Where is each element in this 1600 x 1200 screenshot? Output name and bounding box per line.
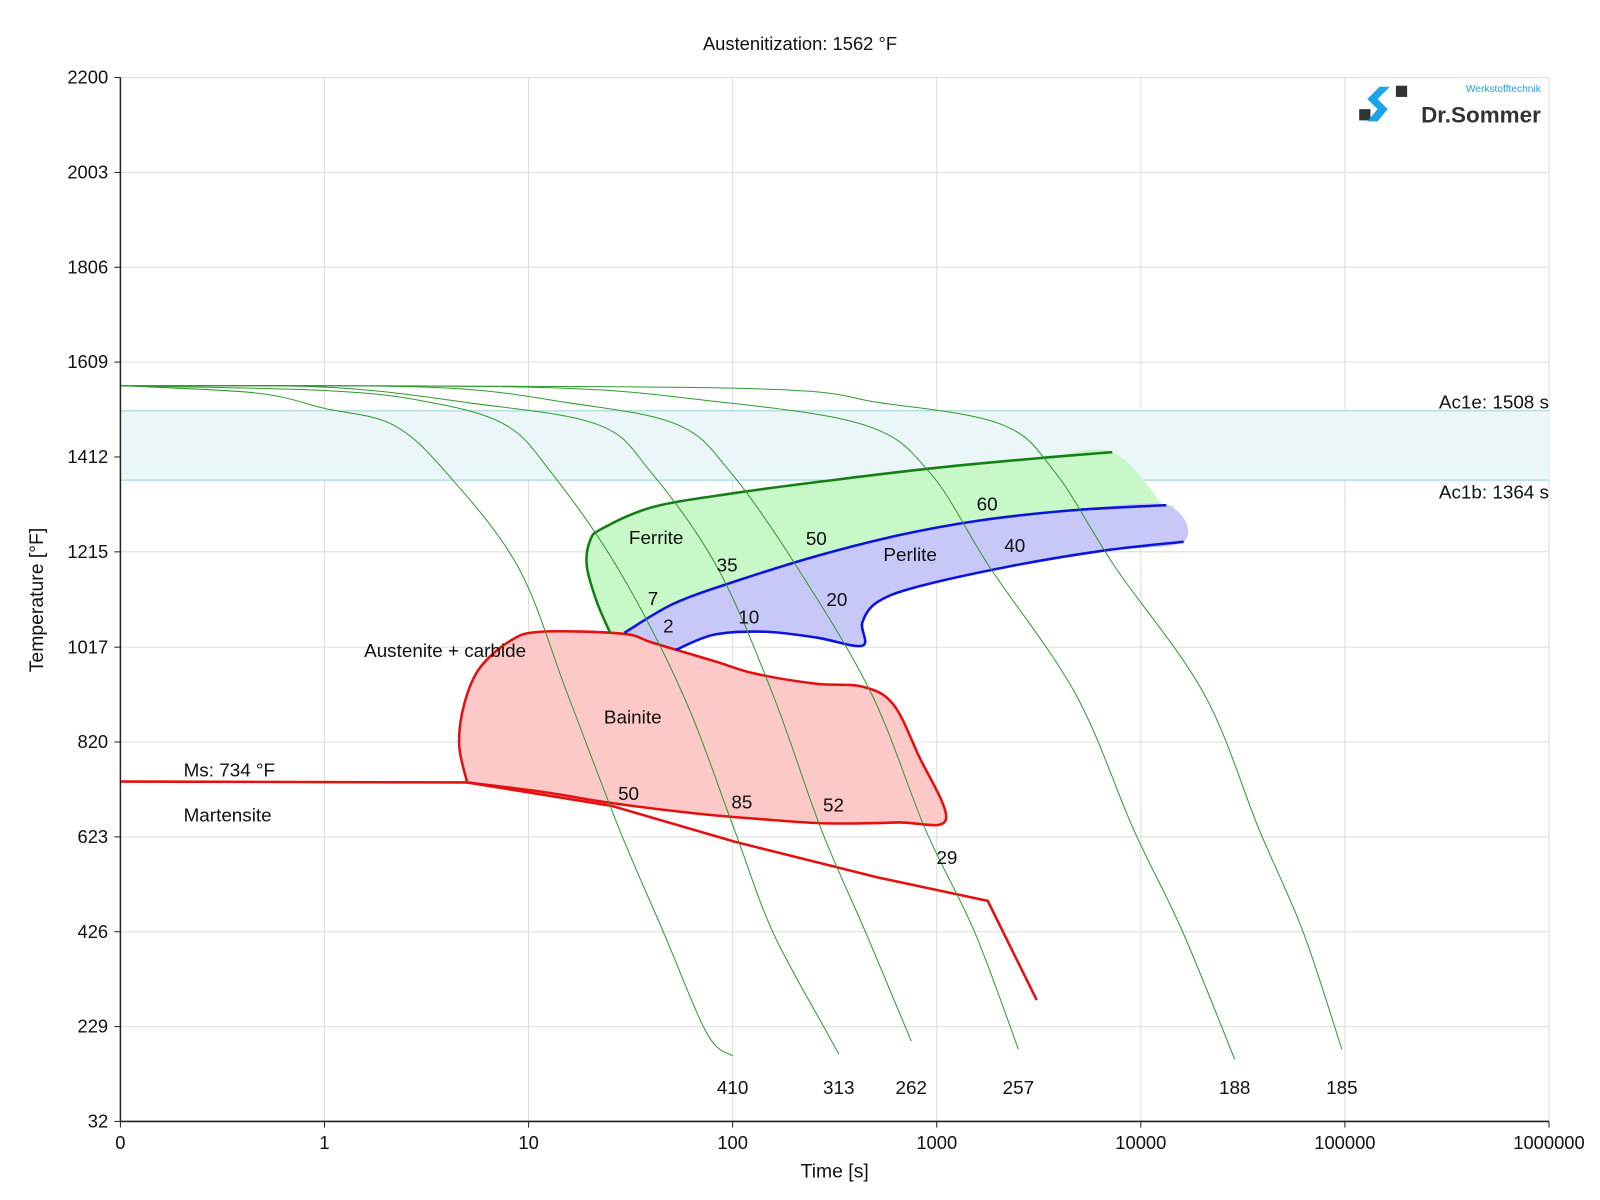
x-tick-label: 100 — [717, 1132, 748, 1153]
x-tick-label: 0 — [115, 1132, 125, 1153]
annotation-label: 35 — [717, 554, 738, 575]
y-tick-label: 32 — [88, 1111, 108, 1132]
ms-line — [120, 780, 468, 784]
annotation-label: 50 — [806, 528, 827, 549]
annotation-label: 10 — [738, 606, 759, 627]
y-tick-label: 2003 — [67, 162, 108, 183]
phase-regions — [120, 449, 1189, 1001]
annotation-label: Bainite — [604, 707, 662, 728]
y-tick-label: 623 — [78, 826, 109, 847]
x-tick-label: 100000 — [1314, 1132, 1375, 1153]
y-tick-label: 229 — [78, 1016, 109, 1037]
cooling-curve-label: 185 — [1326, 1077, 1357, 1098]
annotation-label: 20 — [826, 589, 847, 610]
logo-square-dark-2 — [1395, 85, 1408, 97]
logo-subtitle: Werkstofftechnik — [1466, 84, 1542, 95]
x-tick-label: 1 — [319, 1132, 329, 1153]
annotation-label: Martensite — [184, 804, 272, 825]
annotation-label: 52 — [823, 794, 844, 815]
annotation-label: 60 — [977, 493, 998, 514]
annotation-label: Ferrite — [629, 527, 683, 548]
cooling-curve-label: 410 — [717, 1077, 748, 1098]
ferrite-region — [586, 449, 1175, 633]
perlite-region — [624, 503, 1189, 650]
bainite-region — [457, 629, 948, 827]
cooling-curve-label: 313 — [823, 1077, 854, 1098]
y-tick-label: 1017 — [67, 636, 108, 657]
cooling-curve — [120, 385, 733, 1057]
cooling-curves: 410 313 262 257 188 185 — [120, 384, 1358, 1098]
y-tick-label: 2200 — [67, 67, 108, 88]
x-axis-label: Time [s] — [801, 1161, 869, 1183]
x-tick-label: 1000000 — [1513, 1132, 1584, 1153]
y-tick-label: 1806 — [67, 256, 108, 277]
ac1e-label: Ac1e: 1508 s — [1439, 392, 1549, 413]
logo: Werkstofftechnik Dr.Sommer — [1359, 84, 1542, 127]
annotation-label: Perlite — [883, 544, 936, 565]
logo-square-dark-1 — [1359, 109, 1371, 121]
y-tick-label: 1412 — [67, 446, 108, 467]
cooling-curve — [120, 384, 1019, 1050]
annotations: Ferrite 35 50 72 10 20 Perlite 60 40 Austenite + … — [184, 493, 1026, 868]
annotation-label: 2 — [663, 616, 674, 637]
annotation-label: 85 — [731, 791, 752, 812]
cooling-curve — [120, 384, 912, 1042]
perlite-start-line — [623, 503, 1167, 634]
ferrite-start-line — [585, 450, 1113, 634]
x-tick-label: 10000 — [1115, 1132, 1166, 1153]
annotation-label: 7 — [648, 588, 658, 609]
cooling-curve — [120, 385, 1236, 1060]
cooling-curve — [120, 385, 840, 1055]
cooling-curve-label: 188 — [1219, 1077, 1250, 1098]
y-tick-label: 426 — [78, 921, 109, 942]
annotation-label: 50 — [618, 783, 639, 804]
chart-title: Austenitization: 1562 °F — [703, 33, 897, 54]
y-tick-label: 1609 — [67, 351, 108, 372]
y-tick-label: 1215 — [67, 541, 108, 562]
logo-s-shape-icon — [1367, 86, 1390, 122]
annotation-label: Austenite + carbide — [364, 640, 526, 661]
x-tick-label: 10 — [518, 1132, 538, 1153]
cooling-curve-label: 257 — [1003, 1077, 1034, 1098]
cooling-curve — [120, 385, 1343, 1050]
annotation-label: Ms: 734 °F — [184, 760, 275, 781]
ac1-band-fill — [120, 410, 1549, 481]
logo-name: Dr.Sommer — [1421, 102, 1541, 127]
y-tick-label: 820 — [78, 731, 109, 752]
cooling-curve-label: 262 — [896, 1077, 927, 1098]
y-axis-label: Temperature [°F] — [26, 528, 48, 673]
ac1b-label: Ac1b: 1364 s — [1439, 481, 1549, 502]
axes: 0 1 10 100 1000 10000 100000 100000032229426623… — [67, 67, 1584, 1153]
annotation-label: 40 — [1004, 535, 1025, 556]
perlite-finish-line — [675, 540, 1184, 652]
ac1-band: Ac1e: 1508 s Ac1b: 1364 s — [120, 392, 1549, 502]
x-tick-label: 1000 — [916, 1132, 957, 1153]
annotation-label: 29 — [936, 847, 957, 868]
martensite-line — [466, 781, 1038, 1001]
